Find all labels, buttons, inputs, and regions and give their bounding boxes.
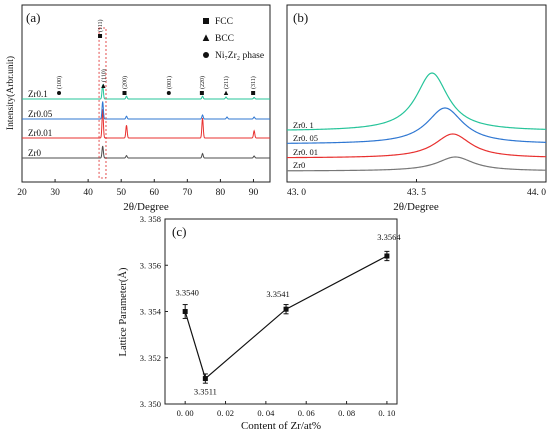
x-tick-label: 0. 10	[378, 408, 395, 418]
y-tick-label: 3. 350	[140, 399, 161, 409]
legend-label: FCC	[215, 17, 233, 27]
panel-b-label: (b)	[293, 10, 308, 25]
legend-label: BCC	[215, 34, 234, 44]
xrd-series-label: Zr0	[28, 148, 41, 158]
panel-c-label: (c)	[172, 224, 186, 239]
peak-marker-square	[122, 91, 127, 95]
panel-a-frame	[21, 4, 271, 183]
peak-marker-triangle	[223, 90, 229, 95]
x-tick-label: 70	[183, 188, 193, 198]
data-point	[283, 306, 289, 312]
x-tick-label: 20	[17, 188, 27, 198]
zoom-series-label: Zr0. 05	[293, 133, 318, 143]
zoom-series-zr0	[287, 156, 547, 172]
legend-square-icon	[203, 18, 209, 24]
y-tick-label: 3. 358	[140, 214, 161, 224]
panel-a-label: (a)	[26, 10, 40, 25]
panel-c-frame	[164, 218, 398, 405]
x-tick-label: 80	[216, 188, 226, 198]
xrd-series-zr0_1	[22, 84, 270, 100]
peak-marker-circle	[166, 91, 171, 95]
zoom-series-label: Zr0. 01	[293, 147, 318, 157]
panel-a-xlabel: 2θ/Degree	[123, 201, 169, 213]
y-tick-label: 3. 356	[140, 260, 161, 270]
legend-label: Ni₇Zr₂ phase	[215, 51, 264, 61]
panel-b-zoom: (b) Zr0 Zr0. 01 Zr0. 05 Zr0. 1 43. 0 43. 5 44…	[286, 4, 547, 213]
x-tick-label: 50	[116, 188, 126, 198]
zoom-series-zr0_05	[287, 107, 547, 144]
peak-index-label: (220)	[199, 76, 206, 89]
peak-index-label: (110)	[100, 69, 107, 82]
x-tick-label: 0. 02	[217, 408, 234, 418]
y-tick-label: 3. 352	[140, 353, 161, 363]
x-tick-label: 0. 04	[257, 408, 275, 418]
peak-index-label: (200)	[122, 76, 129, 89]
xrd-series-zr0_01	[22, 109, 270, 139]
peak-index-label: (311)	[250, 76, 257, 89]
peak-index-label: (001)	[166, 76, 173, 89]
x-tick-label: 44. 0	[527, 188, 546, 198]
data-point	[384, 253, 390, 259]
xrd-series-zr0	[22, 145, 270, 159]
peak-index-label: (211)	[223, 76, 230, 89]
x-tick-label: 0. 06	[298, 408, 315, 418]
peak-marker-triangle	[101, 83, 106, 88]
peak-index-label: (111)	[97, 19, 104, 32]
peak-index-label: (100)	[56, 76, 63, 89]
xrd-series-label: Zr0.05	[28, 109, 53, 119]
zoom-series-label: Zr0. 1	[293, 120, 314, 130]
xrd-series-label: Zr0.1	[28, 89, 48, 99]
legend-circle-icon	[203, 52, 209, 58]
data-label: 3.3541	[266, 289, 289, 299]
data-label: 3.3564	[377, 232, 401, 242]
lattice-line	[184, 255, 388, 380]
panel-b-frame	[286, 4, 547, 183]
xrd-series-label: Zr0.01	[28, 128, 52, 138]
peak-marker-circle	[57, 91, 62, 95]
peak-marker-square	[98, 34, 103, 38]
xrd-series-zr0_05	[22, 101, 270, 120]
data-label: 3.3540	[175, 288, 198, 298]
zoom-series-zr0_01	[287, 133, 547, 159]
data-point	[182, 309, 188, 314]
x-tick-label: 0. 00	[177, 408, 194, 418]
legend-triangle-icon	[202, 34, 210, 41]
panel-c-lattice: (c) 0. 00 0. 02 0. 04 0. 06 0. 08 0. 10 3. 350…	[117, 214, 401, 432]
x-tick-label: 0. 08	[338, 408, 355, 418]
zoom-series-zr0_1	[286, 72, 547, 131]
x-tick-label: 30	[50, 188, 60, 198]
data-label: 3.3511	[194, 387, 217, 397]
panel-a-ylabel: Intensity(Arbr.unit)	[5, 56, 16, 130]
x-tick-label: 90	[249, 188, 259, 198]
x-tick-label: 60	[150, 188, 160, 198]
y-tick-label: 3. 354	[140, 307, 162, 317]
peak-marker-square	[251, 91, 256, 95]
zoom-series-label: Zr0	[293, 160, 305, 170]
peak-marker-square	[199, 91, 204, 95]
x-tick-label: 43. 5	[407, 188, 426, 198]
panel-c-xlabel: Content of Zr/at%	[241, 420, 321, 432]
panel-a-xrd: (a) Zr0 Zr0.01 Zr0.05 Zr0.1 (100) (111) (110)…	[5, 4, 271, 213]
x-tick-label: 43. 0	[287, 188, 306, 198]
highlight-box	[98, 27, 107, 179]
data-point	[202, 376, 208, 382]
panel-b-xlabel: 2θ/Degree	[393, 201, 439, 213]
panel-c-ylabel: Lattice Parameter(Å)	[117, 267, 129, 356]
x-tick-label: 40	[83, 188, 93, 198]
